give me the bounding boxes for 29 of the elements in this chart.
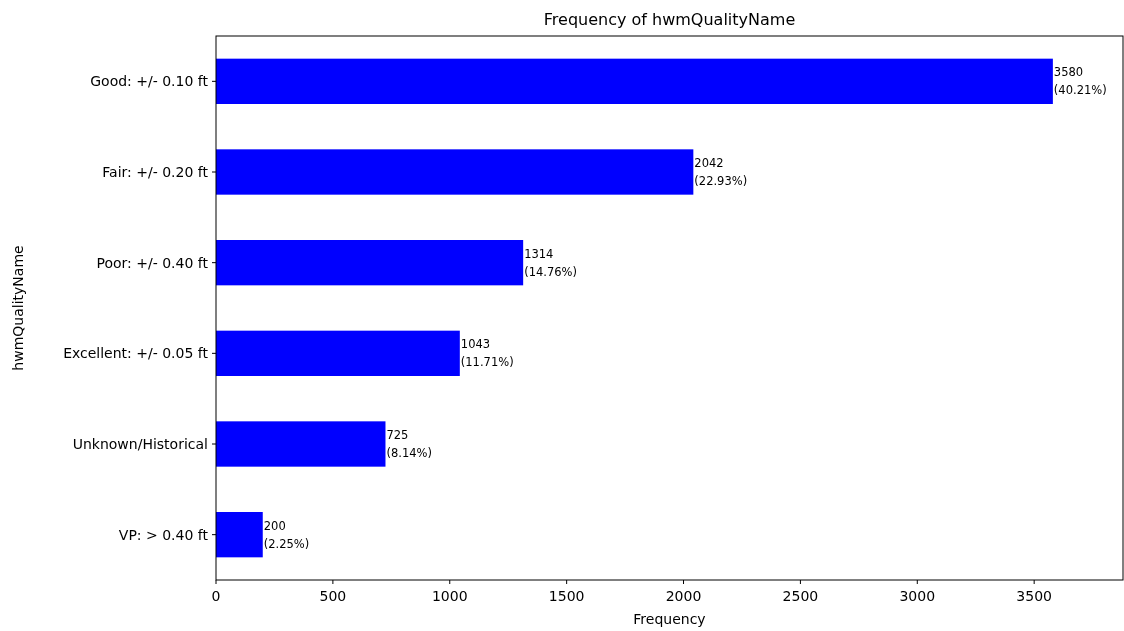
- x-axis-title: Frequency: [633, 611, 706, 627]
- x-tick-label: 3000: [899, 588, 936, 604]
- data-label: 725 (8.14%): [386, 428, 432, 461]
- x-tick-label: 500: [319, 588, 347, 604]
- x-tick-label: 2000: [665, 588, 702, 604]
- x-tick-label: 1500: [548, 588, 585, 604]
- data-label: 2042 (22.93%): [694, 156, 748, 189]
- data-label: 1314 (14.76%): [524, 246, 577, 279]
- bar: [216, 240, 524, 286]
- bar: [216, 330, 460, 376]
- x-tick-label: 0: [211, 588, 221, 604]
- data-label: 1043 (11.71%): [460, 337, 514, 370]
- y-tick-label: Poor: +/- 0.40 ft: [96, 254, 209, 271]
- bar: [216, 421, 386, 467]
- bar: [216, 512, 263, 558]
- chart-title: Frequency of hwmQualityName: [543, 10, 796, 29]
- bar: [216, 58, 1053, 104]
- y-axis-title: hwmQualityName: [10, 245, 26, 371]
- bar: [216, 149, 694, 195]
- y-tick-label: Unknown/Historical: [72, 435, 208, 452]
- y-tick-label: Good: +/- 0.10 ft: [90, 73, 209, 90]
- y-tick-label: Excellent: +/- 0.05 ft: [63, 345, 209, 362]
- data-label: 3580 (40.21%): [1053, 65, 1107, 98]
- data-label: 200 (2.25%): [263, 518, 310, 551]
- y-tick-label: VP: > 0.40 ft: [118, 526, 209, 543]
- y-tick-label: Fair: +/- 0.20 ft: [102, 163, 209, 180]
- x-tick-label: 3500: [1016, 588, 1052, 604]
- x-tick-label: 2500: [782, 588, 819, 604]
- x-tick-label: 1000: [431, 588, 468, 604]
